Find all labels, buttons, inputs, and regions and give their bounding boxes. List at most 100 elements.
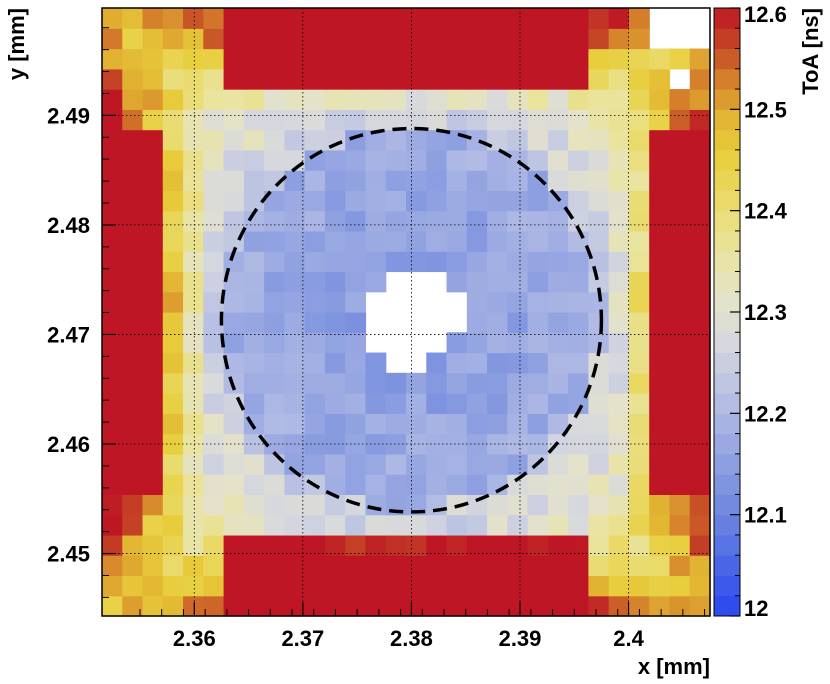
heatmap-cell <box>162 332 184 354</box>
heatmap-cell <box>203 372 225 394</box>
heatmap-cell <box>324 149 346 171</box>
heatmap-cell <box>324 393 346 414</box>
heatmap-cell <box>284 89 306 110</box>
heatmap-cell <box>507 48 529 70</box>
heatmap-cell <box>203 28 225 50</box>
heatmap-cell <box>649 534 671 556</box>
heatmap-cell <box>649 474 671 495</box>
heatmap-cell <box>527 251 549 273</box>
heatmap-cell <box>507 453 529 475</box>
heatmap-cell <box>426 89 448 110</box>
heatmap-cell <box>102 332 123 354</box>
heatmap-cell <box>243 230 265 252</box>
heatmap-cell <box>183 453 204 475</box>
heatmap-cell <box>568 372 589 394</box>
x-axis-ticks: 2.36 2.37 2.38 2.39 2.4 <box>139 602 706 651</box>
heatmap-cell <box>243 48 265 70</box>
heatmap-cell <box>223 514 245 536</box>
heatmap-cell <box>466 312 488 333</box>
heatmap-cell <box>649 271 671 293</box>
heatmap-cell <box>487 595 508 617</box>
heatmap-cell <box>527 474 549 495</box>
heatmap-cell <box>406 453 427 475</box>
heatmap-cell <box>689 514 711 536</box>
heatmap-cell <box>122 109 144 131</box>
heatmap-cell <box>487 28 508 50</box>
heatmap-cell <box>183 372 204 394</box>
heatmap-cell <box>183 109 204 131</box>
heatmap-cell <box>588 89 610 110</box>
heatmap-cell <box>628 109 650 131</box>
heatmap-cell <box>608 474 630 495</box>
heatmap-cell <box>628 170 650 191</box>
heatmap-cell <box>304 393 326 414</box>
heatmap-cell <box>689 595 711 617</box>
heatmap-cell <box>628 230 650 252</box>
heatmap-cell <box>466 332 488 354</box>
heatmap-cell <box>183 230 204 252</box>
heatmap-cell <box>608 210 630 232</box>
heatmap-cell <box>183 129 204 151</box>
heatmap-cell <box>102 28 123 50</box>
heatmap-cell <box>324 190 346 212</box>
heatmap-cell <box>406 372 427 394</box>
heatmap-cell <box>547 312 569 333</box>
heatmap-cell <box>669 352 691 374</box>
heatmap-cell <box>102 595 123 617</box>
heatmap-cell <box>324 251 346 273</box>
heatmap-cell <box>264 312 285 333</box>
heatmap-cell <box>385 514 407 536</box>
heatmap-cell <box>142 210 164 232</box>
heatmap-cell <box>466 595 488 617</box>
heatmap-cell <box>324 230 346 252</box>
heatmap-cell <box>527 230 549 252</box>
z-tick-label: 12.5 <box>744 97 787 122</box>
heatmap-cell <box>669 595 691 617</box>
heatmap-cell <box>264 251 285 273</box>
heatmap-cell <box>487 494 508 516</box>
heatmap-cell <box>628 251 650 273</box>
heatmap-cell <box>284 555 306 577</box>
heatmap-cell <box>203 149 225 171</box>
heatmap-cell <box>102 413 123 435</box>
heatmap-cell <box>669 555 691 577</box>
heatmap-cell <box>324 89 346 110</box>
heatmap-cell <box>649 109 671 131</box>
heatmap-cell <box>649 312 671 333</box>
heatmap-cell <box>628 534 650 556</box>
heatmap-cell <box>365 48 387 70</box>
heatmap-cell <box>324 68 346 90</box>
heatmap-cell <box>345 332 367 354</box>
heatmap-cell <box>304 48 326 70</box>
heatmap-cell <box>162 251 184 273</box>
heatmap-cell <box>466 68 488 90</box>
heatmap-cell <box>324 210 346 232</box>
heatmap-cell <box>203 413 225 435</box>
heatmap-cell <box>162 271 184 293</box>
heatmap-cell <box>466 230 488 252</box>
heatmap-cell <box>568 8 589 29</box>
heatmap-cell <box>446 393 468 414</box>
heatmap-cell <box>162 433 184 455</box>
heatmap-cell <box>507 575 529 597</box>
heatmap-cell <box>102 48 123 70</box>
heatmap-cell <box>345 393 367 414</box>
heatmap-cell <box>487 453 508 475</box>
heatmap-cell <box>223 595 245 617</box>
heatmap-cell <box>588 68 610 90</box>
heatmap-cell <box>304 210 326 232</box>
heatmap-cell <box>608 89 630 110</box>
heatmap-cell <box>669 393 691 414</box>
heatmap-cell <box>426 8 448 29</box>
heatmap-cell <box>304 109 326 131</box>
z-tick-label: 12.4 <box>744 199 788 224</box>
heatmap-cell <box>142 312 164 333</box>
heatmap-cell <box>689 555 711 577</box>
heatmap-cell <box>507 332 529 354</box>
heatmap-cell <box>547 170 569 191</box>
heatmap-cell <box>385 372 407 394</box>
heatmap-cell <box>122 89 144 110</box>
heatmap-cell <box>466 393 488 414</box>
heatmap-cell <box>324 372 346 394</box>
heatmap-cell <box>345 534 367 556</box>
